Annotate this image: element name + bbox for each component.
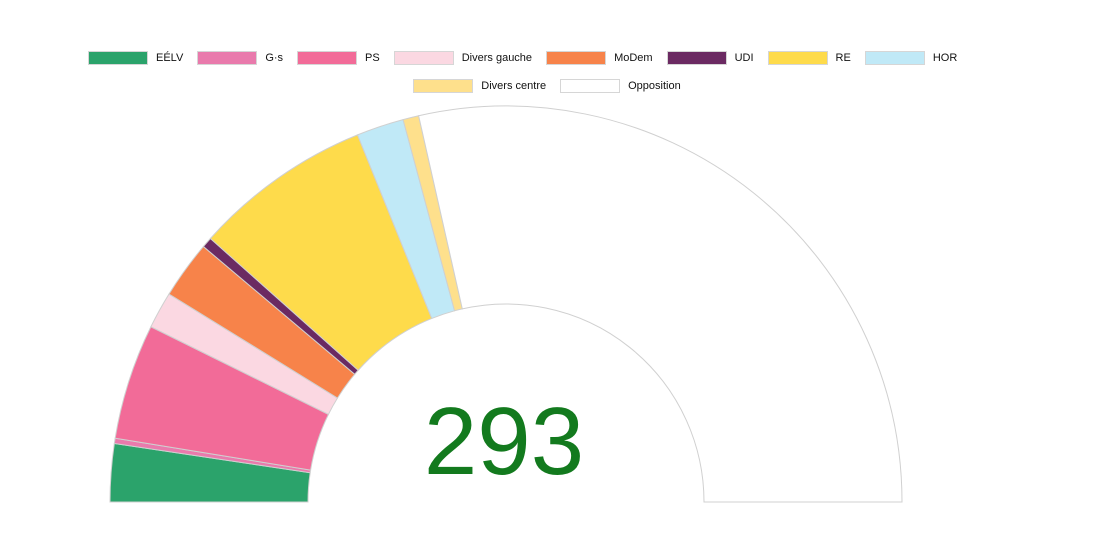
legend-swatch: [297, 51, 358, 65]
legend-swatch: [88, 51, 148, 65]
hemicycle-segments: [109, 105, 903, 503]
hemicycle-segment-opposition: [418, 105, 903, 503]
legend-label: RE: [835, 52, 851, 64]
legend-label: EÉLV: [156, 52, 184, 64]
legend-item: Divers centre: [413, 79, 546, 93]
legend-swatch: [666, 51, 727, 65]
legend-swatch: [197, 51, 258, 65]
legend-item: HOR: [864, 51, 958, 65]
legend-label: PS: [365, 52, 380, 64]
legend-label: Divers centre: [481, 80, 547, 92]
legend-swatch: [393, 51, 454, 65]
legend-item: MoDem: [546, 51, 653, 65]
legend-swatch: [413, 79, 474, 93]
legend-label: Opposition: [628, 80, 681, 92]
legend-label: G·s: [265, 52, 284, 64]
legend-item: Divers gauche: [393, 51, 533, 65]
legend-label: UDI: [734, 52, 754, 64]
legend-item: Opposition: [560, 79, 681, 93]
center-value: 293: [424, 388, 584, 495]
legend-swatch: [767, 51, 828, 65]
legend-swatch: [560, 79, 621, 93]
legend-item: UDI: [666, 51, 754, 65]
legend-row-2: Divers centre Opposition: [0, 79, 1108, 93]
legend-label: Divers gauche: [461, 52, 533, 64]
legend-item: RE: [767, 51, 851, 65]
legend-item: G·s: [197, 51, 283, 65]
legend-row-1: EÉLV G·s PS Divers gauche MoDem UDI RE HOR: [0, 51, 1108, 65]
legend-label: HOR: [932, 52, 958, 64]
legend-item: EÉLV: [88, 51, 183, 65]
legend-swatch: [546, 51, 607, 65]
legend-swatch: [864, 51, 925, 65]
legend-label: MoDem: [614, 52, 653, 64]
legend-item: PS: [297, 51, 380, 65]
